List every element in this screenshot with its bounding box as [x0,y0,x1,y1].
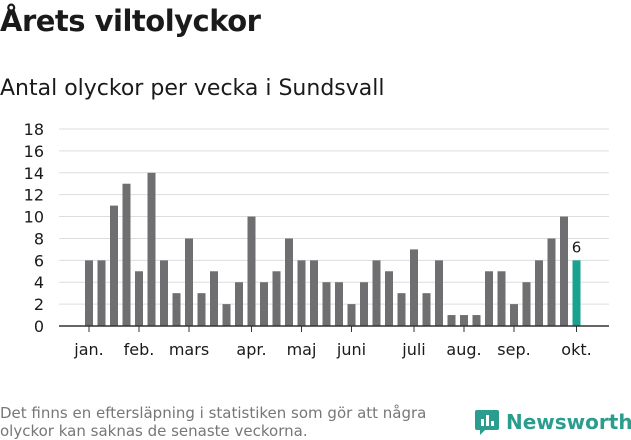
x-tick-label: jan. [73,340,103,359]
bar-chart: 0 2 4 6 8 10 12 14 16 18 6 jan. feb. mars apr. maj juni j… [24,120,609,359]
bar [210,271,218,326]
bar [447,315,456,326]
bar [122,183,131,326]
bar [510,304,518,326]
x-tick-label: aug. [446,340,481,359]
footnote: Det finns en eftersläpning i statistiken… [0,404,427,440]
chart-title: Årets viltolyckor [0,4,261,38]
x-tick-label: juli [401,340,425,359]
brand-name: Newsworthy [506,410,631,434]
x-tick-label: juni [336,340,366,359]
x-tick-label: feb. [124,340,155,359]
x-tick-label: mars [169,340,209,359]
bar [422,293,431,326]
bar [85,260,93,326]
bar [535,260,543,326]
x-tick-label: maj [287,340,317,359]
y-tick-label: 4 [34,273,44,292]
bar [385,271,393,326]
bar [222,304,231,326]
brand-logo[interactable]: Newsworthy [474,405,631,439]
data-label: 6 [572,238,582,256]
bar [360,282,368,326]
bar [247,216,256,326]
y-tick-label: 12 [24,186,44,205]
y-tick-label: 2 [34,295,44,314]
y-tick-label: 6 [34,251,44,270]
y-tick-label: 18 [24,120,44,139]
bar [297,260,306,326]
y-tick-label: 16 [24,142,44,161]
bar [322,282,331,326]
x-tick-label: apr. [236,340,266,359]
bar [497,271,506,326]
bar [160,260,168,326]
bar [185,238,193,326]
bar [285,238,293,326]
bar [310,260,318,326]
bar [435,260,443,326]
bar [372,260,381,326]
bar [522,282,531,326]
bar [547,238,556,326]
bar [347,304,356,326]
x-tick-label: sep. [497,340,530,359]
chart-subtitle: Antal olyckor per vecka i Sundsvall [0,76,385,101]
y-tick-label: 10 [24,208,44,227]
bar [110,205,118,326]
x-tick-label: okt. [561,340,591,359]
y-tick-label: 8 [34,229,44,248]
bar [235,282,243,326]
y-tick-label: 14 [24,164,44,183]
bar [97,260,106,326]
bar [397,293,406,326]
bar [135,271,143,326]
bar [335,282,343,326]
bar [560,216,568,326]
bar [197,293,206,326]
bar-highlight [572,260,581,326]
bar [460,315,468,326]
bar [485,271,493,326]
bar [472,315,481,326]
bar [147,172,156,326]
y-tick-label: 0 [34,317,44,336]
bar [272,271,281,326]
bar [260,282,268,326]
newsworthy-chart-icon [475,410,499,435]
bar [172,293,181,326]
bar [410,249,418,326]
